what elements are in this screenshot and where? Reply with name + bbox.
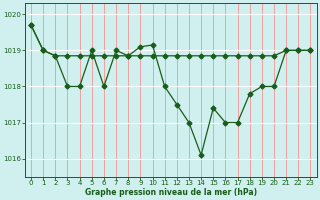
X-axis label: Graphe pression niveau de la mer (hPa): Graphe pression niveau de la mer (hPa) [85, 188, 257, 197]
